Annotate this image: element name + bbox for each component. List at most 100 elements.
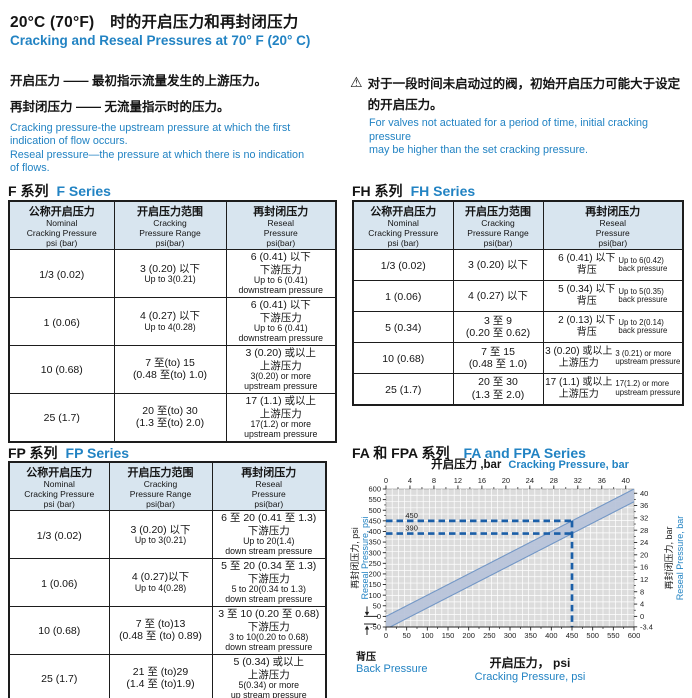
nominal-cell: 1/3 (0.02) bbox=[8, 510, 110, 560]
nominal-cell: 25 (1.7) bbox=[8, 653, 110, 698]
f-series-title-zh: F 系列 bbox=[8, 183, 49, 199]
range-cell: 3 (0.20) 以下 Up to 3(0.21) bbox=[113, 249, 227, 299]
nominal-cell: 1 (0.06) bbox=[8, 558, 110, 608]
svg-text:12: 12 bbox=[640, 575, 648, 584]
svg-text:36: 36 bbox=[598, 476, 606, 485]
header-range: 开启压力范围 Cracking Pressure Range psi(bar) bbox=[113, 200, 227, 251]
svg-text:40: 40 bbox=[622, 476, 630, 485]
fa-fpa-title-zh: FA 和 FPA 系列 bbox=[352, 445, 450, 461]
range-cell: 3 至 9 (0.20 至 0.62) bbox=[452, 311, 544, 344]
header-reseal: 再封闭压力 Reseal Pressure psi(bar) bbox=[211, 461, 327, 512]
svg-text:再封闭压力, psi: 再封闭压力, psi bbox=[350, 527, 360, 589]
warning-icon: ⚠ bbox=[350, 74, 363, 90]
svg-text:40: 40 bbox=[640, 489, 648, 498]
svg-text:16: 16 bbox=[478, 476, 486, 485]
header-reseal: 再封闭压力 Reseal Pressure psi(bar) bbox=[225, 200, 337, 251]
range-cell: 20 至(to) 30 (1.3 至(to) 2.0) bbox=[113, 392, 227, 443]
svg-text:50: 50 bbox=[402, 631, 410, 640]
nominal-cell: 1 (0.06) bbox=[8, 297, 115, 347]
page-subtitle: Cracking and Reseal Pressures at 70° F (… bbox=[10, 33, 311, 48]
svg-text:450: 450 bbox=[368, 516, 381, 525]
svg-text:20: 20 bbox=[502, 476, 510, 485]
reseal-cell: 3 至 10 (0.20 至 0.68) 下游压力 3 to 10(0.20 to… bbox=[211, 606, 327, 655]
svg-text:100: 100 bbox=[421, 631, 434, 640]
range-cell: 3 (0.20) 以下 Up to 3(0.21) bbox=[108, 510, 213, 560]
svg-text:500: 500 bbox=[368, 506, 381, 515]
nominal-cell: 5 (0.34) bbox=[352, 311, 454, 344]
nominal-cell: 1/3 (0.02) bbox=[352, 249, 454, 282]
svg-text:32: 32 bbox=[574, 476, 582, 485]
nominal-cell: 10 (0.68) bbox=[352, 342, 454, 375]
fh-series-table: 公称开启压力 Nominal Cracking Pressure psi (bar… bbox=[352, 200, 684, 406]
fh-series-title-zh: FH 系列 bbox=[352, 183, 403, 199]
table-row: 1 (0.06) 4 (0.27) 以下 5 (0.34) 以下 背压 Up to… bbox=[352, 280, 684, 313]
svg-text:再封闭压力, bar: 再封闭压力, bar bbox=[663, 526, 674, 589]
svg-text:0: 0 bbox=[640, 612, 644, 621]
svg-text:20: 20 bbox=[640, 550, 648, 559]
table-header-row: 公称开启压力 Nominal Cracking Pressure psi (bar… bbox=[8, 461, 327, 512]
nominal-cell: 10 (0.68) bbox=[8, 345, 115, 394]
range-cell: 4 (0.27) 以下 Up to 4(0.28) bbox=[113, 297, 227, 347]
svg-text:8: 8 bbox=[432, 476, 436, 485]
header-nominal: 公称开启压力 Nominal Cracking Pressure psi (bar… bbox=[8, 461, 110, 512]
reseal-cell: 2 (0.13) 以下 背压 Up to 2(0.14) back pressur… bbox=[542, 311, 684, 344]
svg-text:0: 0 bbox=[384, 631, 388, 640]
svg-text:150: 150 bbox=[442, 631, 455, 640]
svg-text:200: 200 bbox=[368, 570, 381, 579]
svg-text:50: 50 bbox=[373, 601, 381, 610]
f-series-title-en: F Series bbox=[56, 183, 111, 199]
svg-text:390: 390 bbox=[405, 524, 418, 533]
svg-text:250: 250 bbox=[368, 559, 381, 568]
svg-text:400: 400 bbox=[545, 631, 558, 640]
top-axis-label-zh: 开启压力 ,bar bbox=[431, 459, 502, 471]
fa-fpa-heading: FA 和 FPA 系列 FA and FPA Series bbox=[352, 443, 586, 463]
svg-text:0: 0 bbox=[384, 476, 388, 485]
table-row: 1 (0.06) 4 (0.27) 以下 Up to 4(0.28) 6 (0.4… bbox=[8, 297, 337, 347]
reseal-cell: 5 (0.34) 以下 背压 Up to 5(0.35) back pressur… bbox=[542, 280, 684, 313]
warning-text-zh: 对于一段时间未启动过的阀，初始开启压力可能大于设定 的开启压力。 bbox=[367, 77, 681, 112]
back-pressure-label: 背压 Back Pressure bbox=[356, 648, 428, 675]
table-row: 1/3 (0.02) 3 (0.20) 以下 6 (0.41) 以下 背压 Up … bbox=[352, 249, 684, 282]
svg-text:300: 300 bbox=[368, 548, 381, 557]
bottom-axis-label-en: Cracking Pressure, psi bbox=[474, 671, 586, 683]
reseal-cell: 17 (1.1) 或以上 上游压力 17(1.2) or more upstrea… bbox=[542, 373, 684, 406]
reseal-cell: 6 (0.41) 以下 下游压力 Up to 6 (0.41) downstrea… bbox=[225, 297, 337, 347]
reseal-cell: 5 至 20 (0.34 至 1.3) 下游压力 5 to 20(0.34 to … bbox=[211, 558, 327, 608]
svg-text:24: 24 bbox=[640, 538, 648, 547]
fp-series-table: 公称开启压力 Nominal Cracking Pressure psi (bar… bbox=[8, 461, 327, 698]
header-range: 开启压力范围 Cracking Pressure Range psi(bar) bbox=[452, 200, 544, 251]
reseal-cell: 6 (0.41) 以下 背压 Up to 6(0.42) back pressur… bbox=[542, 249, 684, 282]
table-row: 10 (0.68) 7 至 15 (0.48 至 1.0) 3 (0.20) 或… bbox=[352, 342, 684, 375]
reseal-cell: 3 (0.20) 或以上 上游压力 3 (0.21) or more upstre… bbox=[542, 342, 684, 375]
fa-fpa-title-en: FA and FPA Series bbox=[463, 445, 586, 461]
fp-series-title-zh: FP 系列 bbox=[8, 445, 58, 461]
svg-text:300: 300 bbox=[504, 631, 517, 640]
chart-top-axis-label: 开启压力 ,bar Cracking Pressure, bar bbox=[400, 456, 660, 472]
svg-text:4: 4 bbox=[640, 600, 644, 609]
svg-text:150: 150 bbox=[368, 580, 381, 589]
svg-text:8: 8 bbox=[640, 587, 644, 596]
table-row: 25 (1.7) 21 至 (to)29 (1.4 至 (to)1.9) 5 (… bbox=[8, 653, 327, 698]
svg-text:28: 28 bbox=[550, 476, 558, 485]
svg-text:200: 200 bbox=[462, 631, 475, 640]
svg-text:36: 36 bbox=[640, 501, 648, 510]
svg-text:24: 24 bbox=[526, 476, 534, 485]
svg-text:600: 600 bbox=[368, 485, 381, 494]
table-header-row: 公称开启压力 Nominal Cracking Pressure psi (bar… bbox=[352, 200, 684, 251]
svg-text:100: 100 bbox=[368, 591, 381, 600]
fh-series-title-en: FH Series bbox=[410, 183, 476, 199]
header-reseal: 再封闭压力 Reseal Pressure psi(bar) bbox=[542, 200, 684, 251]
reseal-definition-zh: 再封闭压力 —— 无流量指示时的压力。 bbox=[10, 100, 230, 114]
table-row: 1 (0.06) 4 (0.27)以下 Up to 4(0.28) 5 至 20 … bbox=[8, 558, 327, 608]
fp-series-title-en: FP Series bbox=[65, 445, 130, 461]
top-axis-label-en: Cracking Pressure, bar bbox=[508, 459, 629, 471]
svg-text:-3.4: -3.4 bbox=[640, 622, 653, 631]
range-cell: 3 (0.20) 以下 bbox=[452, 249, 544, 282]
nominal-cell: 25 (1.7) bbox=[352, 373, 454, 406]
svg-text:4: 4 bbox=[408, 476, 412, 485]
svg-text:600: 600 bbox=[628, 631, 641, 640]
svg-text:550: 550 bbox=[607, 631, 620, 640]
f-series-table: 公称开启压力 Nominal Cracking Pressure psi (bar… bbox=[8, 200, 337, 443]
header-nominal: 公称开启压力 Nominal Cracking Pressure psi (bar… bbox=[8, 200, 115, 251]
